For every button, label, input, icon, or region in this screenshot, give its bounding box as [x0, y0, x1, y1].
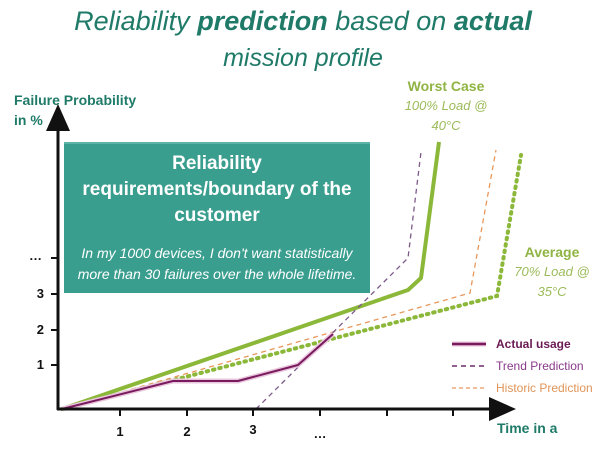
heading-line: customer — [174, 205, 260, 226]
chart-title-line2: mission profile — [223, 44, 383, 72]
x-tick-3: 3 — [249, 422, 257, 437]
average-line — [60, 153, 523, 411]
legend-item-historic: Historic Prediction — [452, 377, 593, 399]
y-tick-1: 1 — [36, 357, 44, 372]
legend-label-trend: Trend Prediction — [496, 359, 584, 373]
y-ticks — [51, 257, 58, 366]
x-tick-ellipsis: … — [313, 426, 327, 441]
worst-case-load: 100% Load @ — [404, 98, 488, 113]
heading-line: Reliability — [172, 153, 262, 174]
y-tick-3: 3 — [36, 286, 44, 301]
worst-case-temp: 40°C — [431, 118, 461, 133]
average-temp: 35°C — [537, 284, 567, 299]
requirement-box: Reliability requirements/boundary of the… — [64, 142, 370, 293]
y-axis-label: Failure Probability in % — [14, 90, 136, 130]
legend-item-actual: Actual usage — [452, 333, 593, 355]
requirement-body: In my 1000 devices, I don't want statist… — [64, 243, 370, 285]
title-emphasis: prediction — [197, 6, 328, 36]
legend-label-actual: Actual usage — [496, 337, 571, 351]
average-title: Average — [524, 244, 580, 260]
heading-line: requirements/boundary of the — [82, 179, 352, 200]
legend-swatch-actual — [452, 341, 486, 347]
legend: Actual usage Trend Prediction Historic P… — [452, 333, 593, 399]
legend-item-trend: Trend Prediction — [452, 355, 593, 377]
actual-usage-line — [61, 333, 334, 410]
x-tick-2: 2 — [183, 424, 191, 439]
title-text: Reliability — [74, 6, 198, 36]
worst-case-line — [61, 141, 441, 411]
title-emphasis: actual — [453, 6, 532, 36]
y-tick-ellipsis: … — [29, 248, 42, 263]
historic-prediction-line — [61, 149, 497, 410]
x-tick-1: 1 — [116, 424, 124, 439]
worst-case-annotation: Worst Case 100% Load @ 40°C — [396, 76, 496, 136]
requirement-heading: Reliability requirements/boundary of the… — [64, 151, 370, 229]
title-text: based on — [327, 6, 454, 36]
y-tick-2: 2 — [36, 322, 44, 337]
y-axis-label-line1: Failure Probability — [14, 92, 137, 108]
body-line: In my 1000 devices, I don't want statist… — [81, 245, 353, 261]
legend-label-historic: Historic Prediction — [496, 381, 593, 395]
x-ticks — [119, 409, 454, 416]
average-annotation: Average 70% Load @ 35°C — [502, 242, 602, 302]
worst-case-title: Worst Case — [407, 78, 485, 94]
legend-swatch-trend — [452, 365, 486, 367]
average-load: 70% Load @ — [514, 264, 590, 279]
chart-title-line1: Reliability prediction based on actual — [0, 6, 606, 37]
body-line: more than 30 failures over the whole lif… — [77, 266, 357, 282]
legend-swatch-historic — [452, 387, 486, 389]
x-axis-label: Time in a — [497, 420, 558, 436]
y-axis-label-line2: in % — [14, 112, 43, 128]
